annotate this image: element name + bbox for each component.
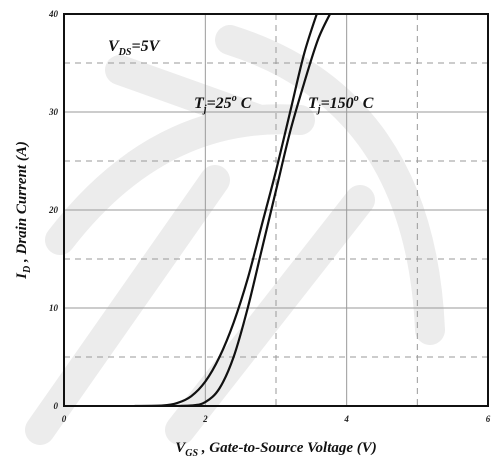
watermark [25, 25, 445, 445]
y-tick-label: 30 [48, 107, 59, 117]
series-line-1 [134, 14, 318, 406]
curves [134, 14, 332, 406]
y-tick-label: 20 [48, 205, 59, 215]
y-tick-labels: 0 10 20 30 40 [48, 9, 59, 411]
grid [64, 14, 488, 406]
plot-frame [63, 13, 489, 407]
x-axis-title: VGS , Gate-to-Source Voltage (V) [175, 440, 377, 459]
series-label-150c: Tj=150o C [308, 93, 374, 115]
y-tick-label: 40 [48, 9, 59, 19]
x-tick-label: 4 [343, 414, 349, 424]
x-tick-label: 0 [62, 414, 67, 424]
y-tick-label: 10 [49, 303, 59, 313]
series-line-2 [162, 14, 332, 406]
x-tick-label: 6 [486, 414, 491, 424]
x-tick-labels: 0 2 4 6 [62, 414, 491, 424]
y-axis-title: ID , Drain Current (A) [14, 141, 33, 280]
condition-annotation: VDS=5V [108, 38, 161, 58]
y-tick-label: 0 [54, 401, 59, 411]
series-label-25c: Tj=25o C [194, 93, 252, 115]
x-tick-label: 2 [202, 414, 208, 424]
